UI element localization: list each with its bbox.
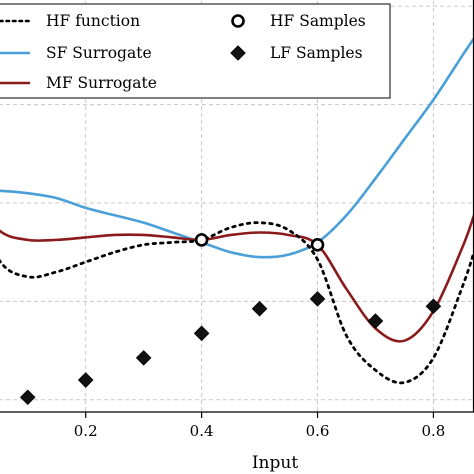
lf-sample-point xyxy=(135,350,152,366)
hf-function-line xyxy=(0,221,474,385)
legend-sf-surrogate-label: SF Surrogate xyxy=(46,44,152,62)
sample-markers xyxy=(19,233,442,406)
mf-surrogate-line xyxy=(0,213,474,343)
x-ticks: 0.00.20.40.60.8 xyxy=(74,412,446,440)
legend-hf-samples-label: HF Samples xyxy=(270,12,366,30)
x-tick-label: 0.2 xyxy=(74,422,98,440)
x-tick-label: 0.4 xyxy=(190,422,214,440)
lf-sample-point xyxy=(425,298,442,315)
legend-lf-samples-marker xyxy=(230,45,246,61)
legend-lf-samples-label: LF Samples xyxy=(270,44,363,62)
lf-sample-point xyxy=(77,372,94,388)
hf-sample-point xyxy=(310,238,325,252)
legend: HF function SF Surrogate MF Surrogate HF… xyxy=(0,3,391,99)
series-lines xyxy=(0,36,474,385)
lf-sample-point xyxy=(367,313,384,329)
hf-sample-point xyxy=(194,233,209,247)
lf-sample-point xyxy=(193,325,210,342)
x-tick-label: 0.8 xyxy=(422,422,446,440)
legend-hf-samples-marker xyxy=(231,14,245,28)
legend-hf-function-label: HF function xyxy=(46,12,140,30)
legend-mf-surrogate-label: MF Surrogate xyxy=(46,74,157,92)
x-axis-label: Input xyxy=(252,453,298,473)
lf-sample-point xyxy=(251,300,268,317)
x-tick-label: 0.6 xyxy=(306,422,330,440)
lf-sample-point xyxy=(19,389,36,406)
sf-surrogate-line xyxy=(0,36,474,259)
lf-sample-point xyxy=(309,291,326,307)
legend-box xyxy=(0,3,391,99)
